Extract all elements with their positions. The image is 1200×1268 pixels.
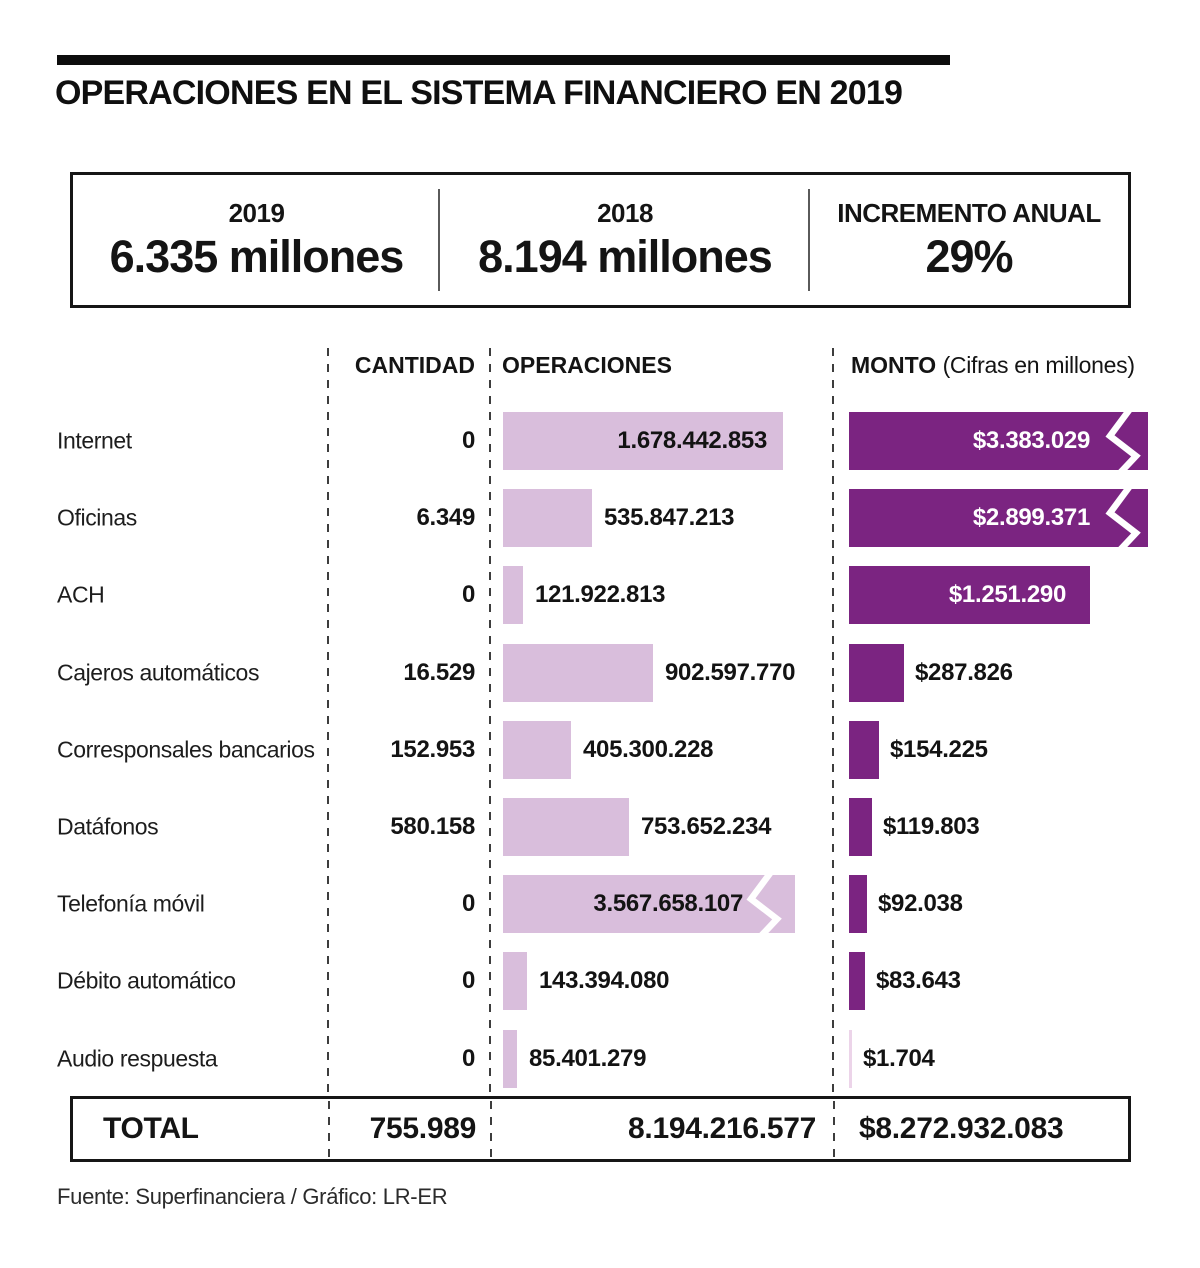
summary-divider: [808, 189, 810, 291]
cantidad-value: 16.529: [403, 659, 475, 686]
operations-value: 143.394.080: [539, 967, 670, 994]
table-row: Telefonía móvil 0 3.567.658.107 $92.038: [0, 870, 1200, 939]
operations-value: 902.597.770: [665, 659, 796, 686]
operations-bar: [503, 566, 523, 624]
channel-label: Telefonía móvil: [57, 890, 205, 917]
bar-break-icon: [746, 870, 782, 939]
channel-label: Cajeros automáticos: [57, 659, 260, 686]
operations-bar: 1.678.442.853: [503, 412, 783, 470]
channel-label: Débito automático: [57, 967, 236, 994]
column-separator-dashed: [328, 1101, 330, 1157]
summary-year-value: 6.335 millones: [109, 230, 405, 282]
table-row: Datáfonos 580.158 753.652.234 $119.803: [0, 798, 1200, 856]
amount-bar: $3.383.029: [849, 407, 1148, 476]
amount-bar: [849, 1030, 852, 1088]
operations-value: 535.847.213: [604, 504, 735, 531]
amount-value: $1.251.290: [948, 581, 1066, 608]
amount-value: $1.704: [863, 1045, 935, 1072]
operations-value: 121.922.813: [535, 581, 666, 608]
column-header-monto: MONTO (Cifras en millones): [851, 352, 1135, 379]
operations-value: 85.401.279: [529, 1045, 647, 1072]
channel-label: Audio respuesta: [57, 1045, 218, 1072]
bar-break-icon: [1105, 407, 1141, 476]
amount-bar: $1.251.290: [849, 566, 1090, 624]
table-row: Corresponsales bancarios 152.953 405.300.2…: [0, 721, 1200, 779]
amount-bar: [849, 721, 879, 779]
amount-value: $287.826: [915, 659, 1013, 686]
table-row: ACH 0 121.922.813 $1.251.290: [0, 566, 1200, 624]
column-header-monto-word: MONTO: [851, 352, 937, 378]
total-monto-value: $8.272.932.083: [859, 1112, 1064, 1145]
amount-value: $3.383.029: [972, 427, 1090, 454]
column-header-cantidad: CANTIDAD: [354, 352, 475, 378]
operations-value: 753.652.234: [641, 813, 772, 840]
summary-item-2018: 2018 8.194 millones: [440, 175, 810, 305]
summary-increase-value: 29%: [925, 230, 1013, 282]
column-separator-dashed: [833, 1101, 835, 1157]
table-row: Audio respuesta 0 85.401.279 $1.704: [0, 1030, 1200, 1088]
summary-year-value: 8.194 millones: [478, 230, 773, 282]
table-row: Cajeros automáticos 16.529 902.597.770 $287…: [0, 644, 1200, 702]
summary-year-label: 2018: [597, 197, 653, 228]
table-row: Oficinas 6.349 535.847.213 $2.899.371: [0, 484, 1200, 553]
amount-value: $92.038: [878, 890, 963, 917]
total-label: TOTAL: [103, 1112, 199, 1145]
channel-label: Internet: [57, 427, 132, 454]
channel-label: Datáfonos: [57, 813, 159, 840]
cantidad-value: 6.349: [416, 504, 475, 531]
summary-item-2019: 2019 6.335 millones: [73, 175, 440, 305]
operations-value: 3.567.658.107: [593, 890, 743, 917]
source-credit: Fuente: Superfinanciera / Gráfico: LR-ER: [57, 1184, 448, 1209]
column-separator-dashed: [490, 1101, 492, 1157]
operations-bar: [503, 644, 653, 702]
cantidad-value: 0: [461, 427, 475, 454]
amount-bar: [849, 644, 904, 702]
cantidad-value: 0: [461, 581, 475, 608]
amount-value: $83.643: [876, 967, 961, 994]
amount-value: $2.899.371: [972, 504, 1090, 531]
column-header-operaciones: OPERACIONES: [502, 352, 672, 378]
operations-bar: [503, 952, 527, 1010]
summary-item-incremento: INCREMENTO ANUAL 29%: [810, 175, 1128, 305]
amount-bar: [849, 798, 872, 856]
operations-bar: [503, 489, 592, 547]
cantidad-value: 0: [461, 967, 475, 994]
summary-divider: [438, 189, 440, 291]
amount-value: $154.225: [890, 736, 988, 763]
cantidad-value: 580.158: [390, 813, 475, 840]
column-separator-dashed: [489, 348, 491, 1092]
column-separator-dashed: [327, 348, 329, 1092]
column-separator-dashed: [832, 348, 834, 1092]
operations-bar: [503, 1030, 517, 1088]
channel-label: Corresponsales bancarios: [57, 736, 315, 763]
total-operaciones-value: 8.194.216.577: [628, 1112, 816, 1145]
operations-value: 405.300.228: [583, 736, 714, 763]
cantidad-value: 0: [461, 890, 475, 917]
bar-break-icon: [1105, 484, 1141, 553]
amount-value: $119.803: [883, 813, 980, 840]
cantidad-value: 152.953: [390, 736, 475, 763]
amount-bar: $2.899.371: [849, 484, 1148, 553]
amount-bar: [849, 875, 867, 933]
operations-value: 1.678.442.853: [617, 427, 767, 454]
column-header-monto-note: (Cifras en millones): [942, 352, 1135, 378]
operations-bar: [503, 798, 629, 856]
page-title: OPERACIONES EN EL SISTEMA FINANCIERO EN …: [55, 74, 903, 112]
table-row: Internet 0 1.678.442.853 $3.383.029: [0, 407, 1200, 476]
channel-label: Oficinas: [57, 504, 137, 531]
total-box: TOTAL 755.989 8.194.216.577 $8.272.932.0…: [70, 1096, 1131, 1162]
table-row: Débito automático 0 143.394.080 $83.643: [0, 952, 1200, 1010]
title-rule: [57, 55, 950, 65]
operations-bar: 3.567.658.107: [503, 870, 795, 939]
total-cantidad-value: 755.989: [369, 1112, 477, 1145]
summary-year-label: 2019: [228, 197, 285, 228]
summary-increase-label: INCREMENTO ANUAL: [837, 197, 1101, 228]
cantidad-value: 0: [461, 1045, 475, 1072]
channel-label: ACH: [57, 581, 105, 608]
amount-bar: [849, 952, 865, 1010]
operations-bar: [503, 721, 571, 779]
summary-box: 2019 6.335 millones 2018 8.194 millones …: [70, 172, 1131, 308]
